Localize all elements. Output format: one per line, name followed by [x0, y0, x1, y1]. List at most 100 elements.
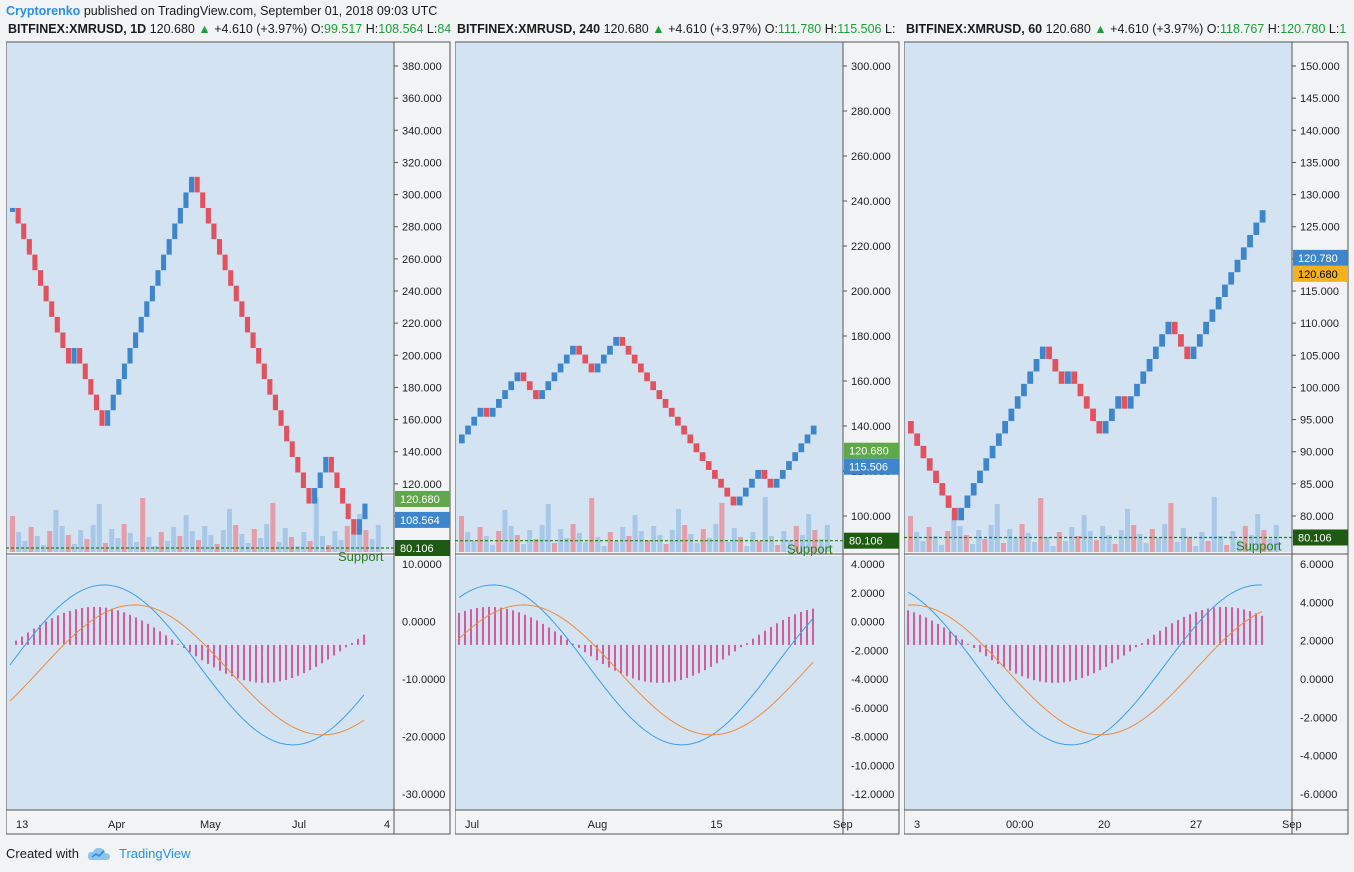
volume-bar [533, 539, 539, 552]
volume-bar [1100, 526, 1106, 552]
volume-bar [1249, 535, 1254, 552]
renko-brick [216, 239, 223, 255]
volume-bar [945, 531, 951, 552]
price-tag-label: 80.106 [1298, 532, 1332, 544]
renko-brick [804, 434, 811, 444]
renko-brick [351, 519, 357, 535]
price-tick-label: 140.000 [402, 447, 442, 459]
renko-brick [989, 445, 996, 459]
price-pane [904, 42, 1292, 552]
renko-brick [914, 433, 921, 446]
author-link[interactable]: Cryptorenko [6, 4, 81, 18]
renko-brick [1021, 383, 1027, 397]
volume-bar [1137, 534, 1143, 552]
chart-panel-240[interactable]: 300.000 280.000 260.000 240.000 220.000 200.0… [455, 20, 901, 836]
created-with-text: Created with [6, 846, 79, 861]
symbol-label: BITFINEX:XMRUSD, 240 [457, 22, 601, 36]
macd-pane [904, 556, 1292, 810]
chart-panel-1d[interactable]: 380.000 360.000 340.000 320.000 300.000 280.0… [6, 20, 452, 836]
time-tick-label: Jul [292, 819, 306, 831]
volume-bar [1230, 531, 1236, 552]
renko-brick [10, 207, 16, 212]
price-tick-label: 90.000 [1300, 447, 1334, 459]
renko-brick [600, 354, 607, 364]
renko-brick [619, 336, 626, 346]
chart-svg-60[interactable]: 150.000 145.000 140.000 135.000 130.000 125.0… [904, 20, 1350, 836]
renko-brick [995, 433, 1002, 446]
volume-bar [1131, 525, 1137, 552]
renko-brick [1240, 247, 1247, 260]
volume-bar [1025, 533, 1031, 552]
volume-bar [307, 541, 313, 552]
volume-bar [59, 526, 65, 552]
time-tick-label: May [200, 819, 221, 831]
renko-brick [1234, 259, 1241, 273]
chart-svg-240[interactable]: 300.000 280.000 260.000 240.000 220.000 200.0… [455, 20, 901, 836]
volume-bar [676, 509, 681, 552]
volume-bar [363, 530, 369, 552]
volume-bar [502, 510, 508, 552]
volume-bar [713, 524, 719, 552]
volume-bar [1032, 542, 1037, 552]
macd-tick-label: -30.0000 [402, 789, 445, 801]
renko-brick [32, 254, 38, 271]
renko-brick [222, 254, 228, 271]
volume-bar [552, 543, 557, 552]
volume-bar [471, 541, 477, 552]
renko-brick [1178, 334, 1184, 347]
renko-brick [289, 441, 295, 457]
renko-brick [736, 496, 743, 506]
renko-brick [323, 456, 329, 473]
volume-bar [1007, 529, 1013, 552]
price-tick-label: 200.000 [851, 286, 891, 298]
volume-bar [220, 530, 226, 552]
renko-brick [977, 470, 983, 484]
publish-line: Cryptorenko published on TradingView.com… [6, 4, 437, 18]
price-tick-label: 140.000 [1300, 125, 1340, 137]
renko-brick [155, 270, 161, 286]
volume-bar [750, 532, 756, 552]
price-tag-label: 115.506 [849, 462, 888, 474]
renko-brick [939, 483, 946, 496]
price-tag-label: 80.106 [849, 536, 883, 548]
volume-bar [1187, 537, 1192, 552]
volume-bar [189, 531, 195, 552]
renko-brick [1215, 297, 1222, 310]
volume-bar [1106, 535, 1112, 552]
volume-bar [1050, 546, 1056, 552]
price-tick-label: 135.000 [1300, 157, 1340, 169]
chart-panel-60[interactable]: 150.000 145.000 140.000 135.000 130.000 125.0… [904, 20, 1350, 836]
volume-bar [1118, 530, 1124, 552]
volume-bar [527, 530, 533, 552]
volume-bar [920, 541, 926, 552]
price-tag-label: 108.564 [400, 515, 440, 527]
price-tick-label: 300.000 [402, 190, 442, 202]
renko-brick [1203, 321, 1209, 335]
price-tick-label: 85.000 [1300, 479, 1334, 491]
macd-tick-label: -4.0000 [1300, 751, 1337, 763]
panel-border [455, 41, 900, 835]
volume-bar [208, 535, 214, 552]
renko-brick [958, 507, 965, 521]
volume-bar [682, 525, 688, 552]
volume-bar [276, 542, 282, 552]
volume-bar [72, 544, 77, 552]
volume-bar [756, 541, 762, 552]
renko-brick [88, 379, 94, 395]
chart-svg-1d[interactable]: 380.000 360.000 340.000 320.000 300.000 280.0… [6, 20, 452, 836]
volume-bar [1255, 514, 1261, 552]
price-tag [844, 532, 899, 549]
renko-brick [93, 394, 99, 411]
renko-brick [712, 469, 718, 479]
volume-bar [914, 532, 920, 552]
renko-brick [71, 348, 77, 364]
renko-brick [594, 363, 601, 373]
volume-bar [601, 546, 607, 552]
volume-bar [264, 524, 270, 552]
renko-brick [656, 390, 663, 399]
volume-bar [313, 497, 319, 552]
volume-bar [514, 535, 520, 552]
support-label: Support [787, 542, 833, 557]
renko-brick [1071, 371, 1078, 384]
tradingview-link[interactable]: TradingView [118, 846, 191, 861]
